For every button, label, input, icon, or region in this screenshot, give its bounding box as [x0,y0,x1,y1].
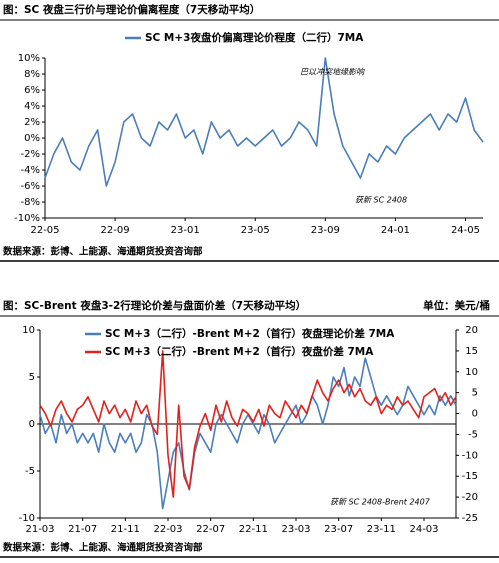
y-tick-label: 6% [24,85,40,96]
legend-label: SC M+3（二行）-Brent M+2（首行）夜盘价差 7MA [105,345,374,358]
y-tick-label: 5 [29,372,35,383]
y-tick-label: 10% [18,53,40,64]
x-tick-label: 22-11 [239,524,268,535]
y-tick-label: -6% [21,181,40,192]
y-tick-label: 8% [24,69,40,80]
x-tick-label: 23-05 [241,225,270,236]
chart-title: 图：SC-Brent 夜盘3-2行理论价差与盘面价差（7天移动平均） [3,299,306,312]
source-note: 数据来源：彭博、上能源、海通期货投资咨询部 [2,246,203,258]
x-tick-label: 24-01 [381,225,410,236]
y2-tick-label: 20 [465,325,478,336]
y2-tick-label: -20 [462,492,478,503]
x-tick-label: 21-03 [25,524,54,535]
legend-label: SC M+3（二行）-Brent M+2（首行）夜盘理论价差 7MA [105,327,395,340]
annotation: 获新 SC 2408 [355,196,407,205]
y-tick-label: -8% [21,197,40,208]
y-tick-label: 4% [24,101,40,112]
unit-label: 单位：美元/桶 [423,299,490,312]
x-tick-label: 23-09 [311,225,340,236]
source-note: 数据来源：彭博、上能源、海通期货投资咨询部 [2,542,203,554]
series-line [39,350,457,498]
y2-tick-label: -15 [462,471,478,482]
y-tick-label: -2% [21,149,40,160]
y2-tick-label: -5 [468,429,478,440]
y-tick-label: -5 [25,466,35,477]
chart-title: 图：SC 夜盘三行价与理论价偏离程度（7天移动平均） [3,3,260,16]
x-tick-label: 23-07 [324,524,353,535]
y-tick-label: -10 [19,513,35,524]
y2-tick-label: 5 [472,388,478,399]
annotation: 获新 SC 2408-Brent 2407 [330,498,431,507]
x-tick-label: 21-07 [68,524,97,535]
x-tick-label: 21-11 [111,524,140,535]
y-tick-label: 10 [22,325,35,336]
y2-tick-label: -25 [462,513,478,524]
y-tick-label: 0 [29,419,35,430]
y-tick-label: 2% [24,117,40,128]
x-tick-label: 23-11 [367,524,396,535]
x-tick-label: 23-03 [281,524,310,535]
y-tick-label: 0% [24,133,40,144]
x-tick-label: 24-05 [451,225,480,236]
y2-tick-label: 15 [465,346,478,357]
y2-tick-label: -10 [462,450,478,461]
x-tick-label: 22-09 [101,225,130,236]
x-tick-label: 22-05 [30,225,59,236]
series-line [39,357,457,510]
annotation: 巴以冲突地缘影响 [300,68,365,77]
x-tick-label: 22-03 [153,524,182,535]
y-tick-label: -10% [14,213,40,224]
y2-tick-label: 0 [472,409,478,420]
x-tick-label: 24-03 [409,524,438,535]
series-line [44,57,484,187]
x-tick-label: 22-07 [196,524,225,535]
legend-label: SC M+3夜盘价偏离理论价程度（二行）7MA [145,31,364,44]
x-tick-label: 23-01 [171,225,200,236]
y-tick-label: -4% [21,165,40,176]
y2-tick-label: 10 [465,367,478,378]
